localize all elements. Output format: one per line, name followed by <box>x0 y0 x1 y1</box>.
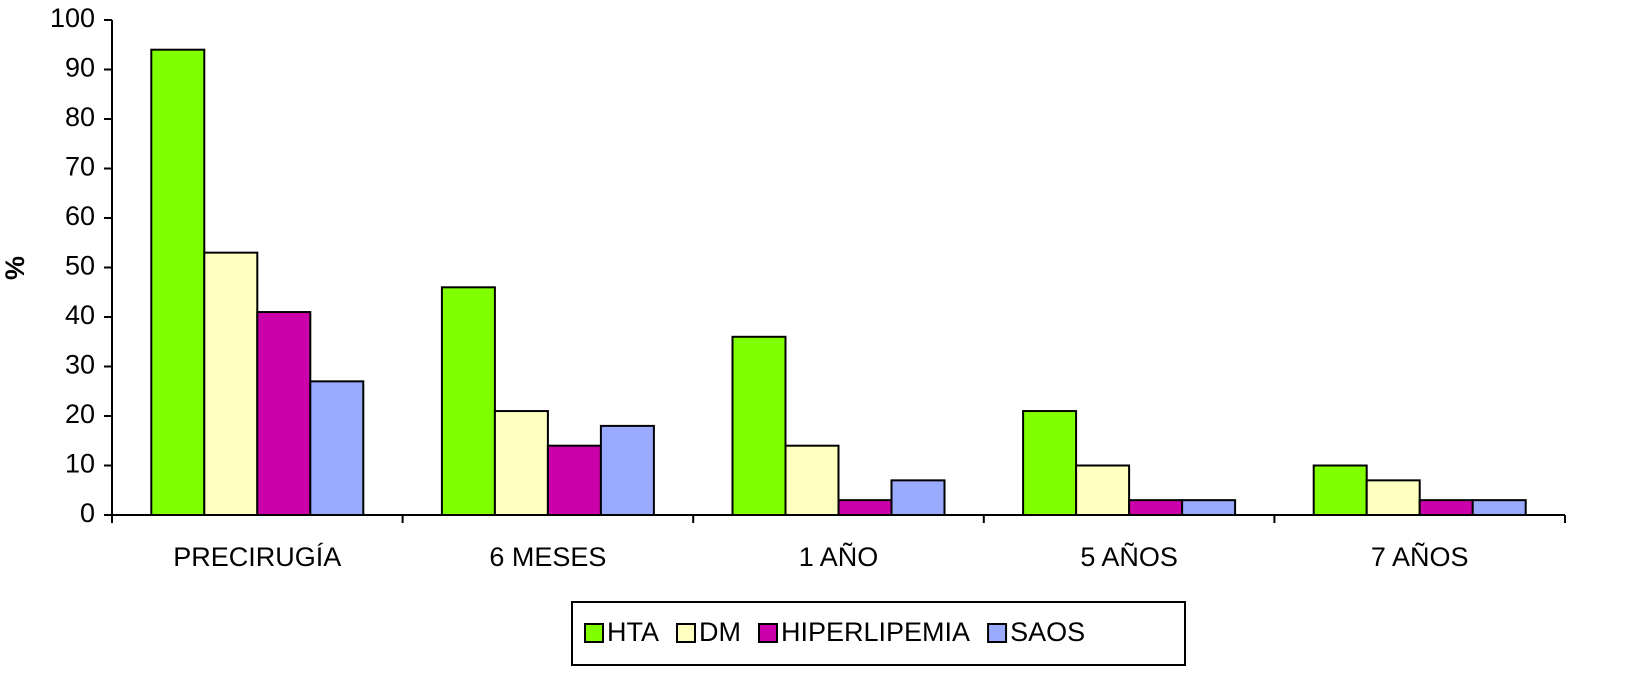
y-tick-label: 80 <box>65 102 95 132</box>
bar <box>1075 464 1131 516</box>
legend-swatch <box>758 623 778 643</box>
legend-swatch <box>584 623 604 643</box>
bar <box>493 410 549 516</box>
x-tick-label: 1 AÑO <box>799 541 879 572</box>
y-tick-label: 10 <box>65 449 95 479</box>
legend-swatch <box>676 623 696 643</box>
y-tick-label: 90 <box>65 53 95 83</box>
y-axis-label: % <box>0 256 30 280</box>
bar <box>256 311 312 516</box>
y-tick-label: 100 <box>50 3 95 33</box>
bar <box>309 380 365 516</box>
bar <box>203 251 259 516</box>
y-tick-label: 40 <box>65 300 95 330</box>
bar <box>837 499 893 516</box>
y-tick-label: 70 <box>65 152 95 182</box>
bar <box>1418 499 1474 516</box>
y-tick-label: 30 <box>65 350 95 380</box>
bar <box>1365 479 1421 517</box>
bar <box>1181 499 1237 516</box>
legend-label: SAOS <box>1010 617 1085 647</box>
bar <box>1128 499 1184 516</box>
bar <box>150 48 206 516</box>
x-tick-label: 7 AÑOS <box>1371 541 1469 572</box>
legend-box <box>571 601 1186 666</box>
bar <box>1022 410 1078 516</box>
bar <box>890 479 946 517</box>
x-tick-label: 5 AÑOS <box>1080 541 1178 572</box>
legend-label: HIPERLIPEMIA <box>781 617 970 647</box>
y-tick-label: 50 <box>65 251 95 281</box>
x-tick-label: PRECIRUGÍA <box>173 542 341 572</box>
legend-swatch <box>987 623 1008 643</box>
legend-label: HTA <box>607 617 659 647</box>
bar <box>1471 499 1527 516</box>
bar <box>1312 464 1368 516</box>
bar <box>546 444 602 517</box>
y-tick-label: 0 <box>80 498 95 528</box>
y-tick-label: 20 <box>65 399 95 429</box>
bar <box>599 424 655 516</box>
bar <box>784 444 840 517</box>
legend-label: DM <box>699 617 741 647</box>
bar <box>731 335 787 516</box>
y-tick-label: 60 <box>65 201 95 231</box>
bar <box>440 286 496 516</box>
x-tick-label: 6 MESES <box>489 542 606 572</box>
